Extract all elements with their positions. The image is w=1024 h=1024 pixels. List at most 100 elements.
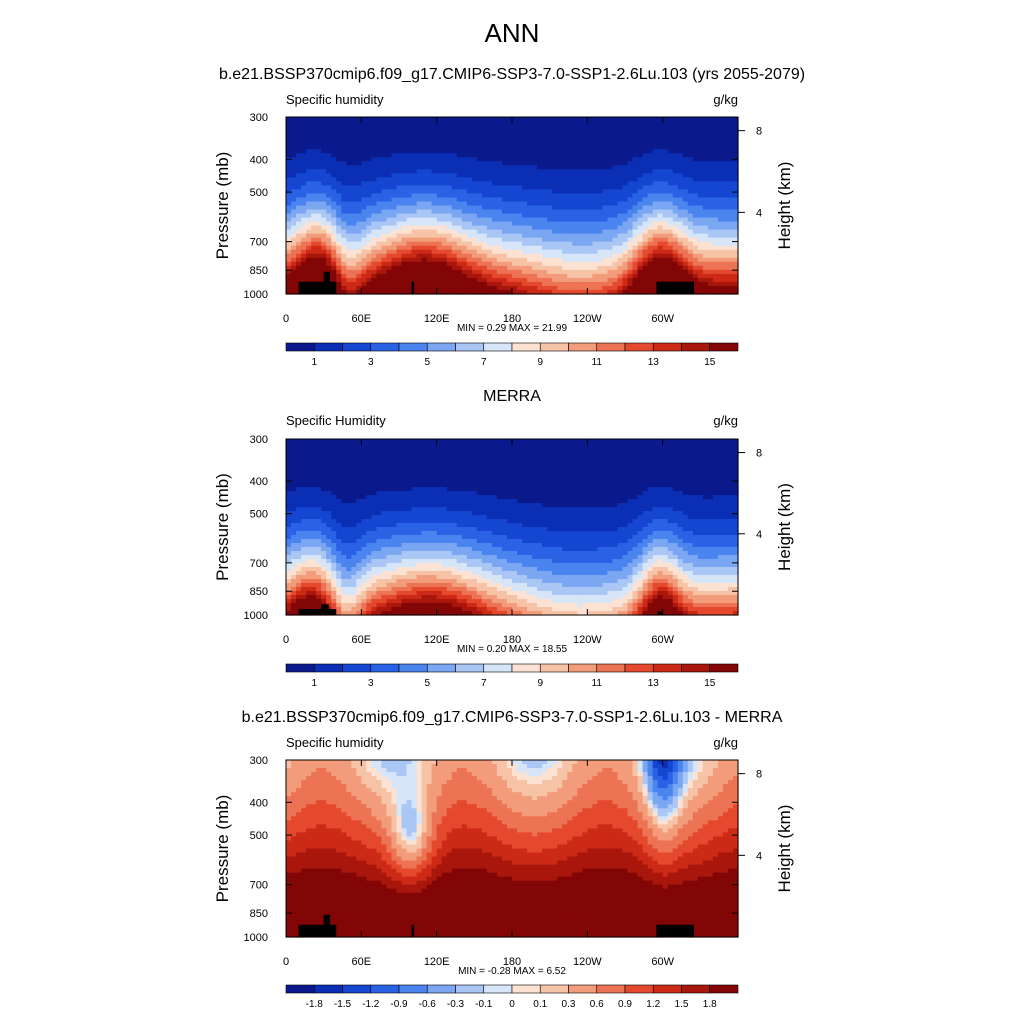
field-cell [622,209,629,215]
field-cell [311,125,317,130]
field-cell [537,277,543,283]
field-cell [567,281,573,287]
field-cell [301,149,307,154]
field-cell [491,165,498,170]
field-cell [491,459,498,464]
field-cell [572,201,578,207]
field-cell [301,261,307,267]
field-cell [542,265,548,271]
field-cell [341,269,347,275]
field-cell [316,129,322,134]
field-cell [637,173,644,178]
field-cell [416,169,423,174]
field-cell [386,233,393,239]
field-cell [702,117,709,122]
field-cell [336,129,342,134]
field-cell [491,161,498,166]
field-cell [331,269,337,275]
field-cell [491,471,498,476]
field-cell [361,439,367,444]
field-cell [602,177,609,182]
field-cell [697,189,704,195]
field-cell [647,129,654,134]
field-cell [401,447,408,452]
field-cell [542,249,548,255]
field-cell [376,253,383,259]
field-cell [381,205,388,211]
field-cell [406,277,413,283]
field-cell [582,463,588,468]
field-cell [647,181,654,186]
field-cell [371,241,377,247]
field-cell [336,213,342,219]
field-cell [316,273,322,279]
field-cell [456,229,463,235]
field-cell [532,269,538,275]
field-cell [401,281,408,287]
field-cell [587,249,593,255]
field-cell [687,177,694,182]
field-cell [637,285,644,291]
field-cell [692,213,699,219]
field-cell [607,217,614,223]
field-cell [602,245,609,251]
field-cell [592,459,598,464]
field-cell [481,265,488,271]
field-cell [416,245,423,251]
field-cell [316,181,322,186]
field-cell [421,165,428,170]
field-cell [486,257,493,263]
field-cell [557,253,563,259]
field-cell [702,189,709,195]
field-cell [562,443,568,448]
field-cell [321,221,327,227]
field-cell [341,209,347,215]
field-cell [632,205,639,211]
field-cell [351,177,357,182]
field-cell [732,281,739,287]
field-cell [306,475,312,480]
field-cell [351,245,357,251]
field-cell [411,261,418,267]
field-cell [411,447,418,452]
field-cell [712,201,719,207]
field-cell [647,463,654,468]
field-cell [557,241,563,247]
field-cell [582,193,588,199]
field-cell [657,229,664,235]
field-cell [331,157,337,162]
field-cell [316,451,322,456]
field-cell [326,201,332,207]
field-cell [436,245,443,251]
field-cell [396,277,403,283]
field-cell [361,157,367,162]
field-cell [346,443,352,448]
field-cell [547,273,553,279]
field-cell [622,121,629,126]
field-cell [627,217,634,223]
field-cell [637,237,644,243]
field-cell [321,153,327,158]
field-cell [476,443,483,448]
field-cell [386,245,393,251]
field-cell [662,233,669,239]
field-cell [562,129,568,134]
field-cell [376,169,383,174]
field-cell [667,185,674,191]
field-cell [376,285,383,291]
field-cell [607,209,614,215]
field-cell [587,463,593,468]
field-cell [506,221,513,227]
field-cell [506,443,513,448]
field-cell [632,209,639,215]
field-cell [381,443,388,448]
field-cell [426,253,433,259]
field-cell [301,463,307,468]
field-cell [381,137,388,142]
field-cell [587,261,593,267]
field-cell [657,439,664,444]
field-cell [431,157,438,162]
field-cell [542,237,548,243]
field-cell [411,257,418,263]
field-cell [331,185,337,191]
